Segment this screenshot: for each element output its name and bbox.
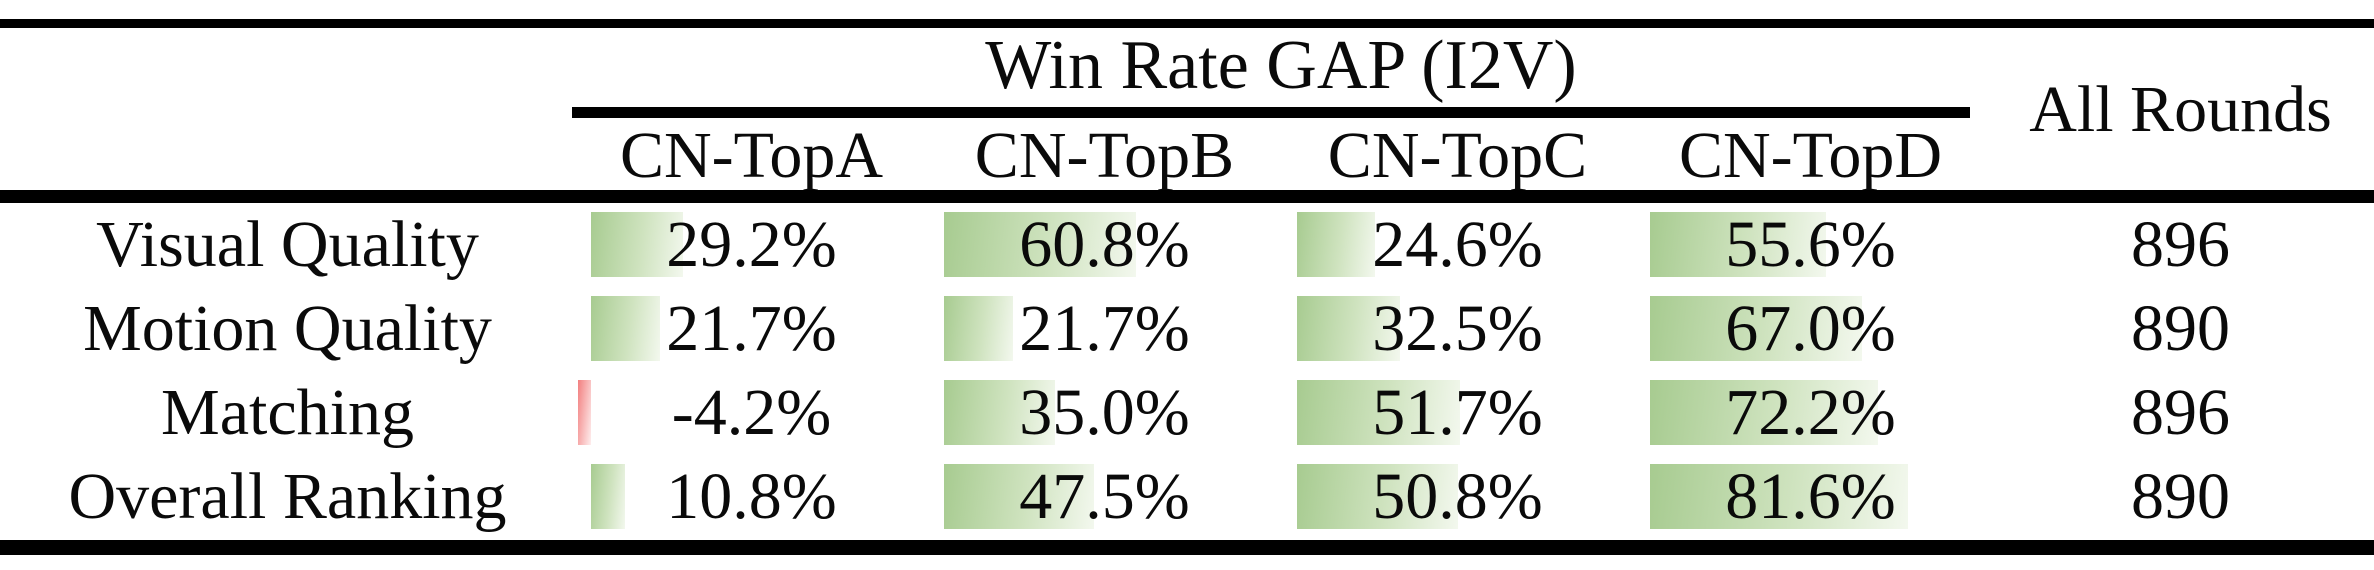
all-rounds-cell: 890	[2131, 460, 2230, 533]
group-header-win-rate-gap: Win Rate GAP (I2V)	[985, 27, 1577, 104]
row-label: Motion Quality	[83, 292, 492, 365]
data-bar	[944, 296, 1013, 361]
table-body: Visual Quality 29.2% 60.8% 24.6% 55.6% 8…	[0, 203, 2374, 539]
column-header-cn-topb: CN-TopB	[974, 119, 1235, 192]
data-cell: -4.2%	[575, 371, 928, 455]
data-bar	[944, 464, 1095, 529]
column-header-cn-topa: CN-TopA	[619, 119, 884, 192]
data-bar	[1297, 464, 1458, 529]
data-bar	[944, 380, 1055, 445]
data-cell: 32.5%	[1281, 287, 1634, 371]
data-bar	[591, 212, 684, 277]
data-cell: 29.2%	[575, 203, 928, 287]
data-bar	[1297, 296, 1400, 361]
data-bar	[591, 464, 626, 529]
data-cell: 55.6%	[1634, 203, 1987, 287]
column-header-all-rounds: All Rounds	[2029, 73, 2332, 146]
data-cell: 10.8%	[575, 455, 928, 539]
table-row-motion-quality: Motion Quality 21.7% 21.7% 32.5% 67.0% 8…	[0, 287, 2374, 371]
header-separator-rule	[0, 190, 2374, 203]
data-bar	[944, 212, 1137, 277]
table-row-visual-quality: Visual Quality 29.2% 60.8% 24.6% 55.6% 8…	[0, 203, 2374, 287]
column-headers-row: CN-TopA CN-TopB CN-TopC CN-TopD	[575, 118, 1987, 192]
data-bar	[1650, 212, 1826, 277]
data-bar-negative	[577, 380, 591, 445]
data-cell: 67.0%	[1634, 287, 1987, 371]
data-bar	[1297, 380, 1461, 445]
row-label: Overall Ranking	[68, 460, 507, 533]
data-cell: 47.5%	[928, 455, 1281, 539]
data-cell: 21.7%	[575, 287, 928, 371]
all-rounds-cell: 890	[2131, 292, 2230, 365]
data-bar	[1650, 380, 1879, 445]
table-bottom-rule	[0, 540, 2374, 555]
data-cell: 81.6%	[1634, 455, 1987, 539]
row-label: Matching	[161, 376, 414, 449]
data-bar	[1650, 464, 1908, 529]
data-cell: 24.6%	[1281, 203, 1634, 287]
column-header-cn-topd: CN-TopD	[1678, 119, 1943, 192]
data-cell: 35.0%	[928, 371, 1281, 455]
column-header-cn-topc: CN-TopC	[1327, 119, 1588, 192]
data-bar	[1650, 296, 1862, 361]
data-cell: 21.7%	[928, 287, 1281, 371]
data-cell: 60.8%	[928, 203, 1281, 287]
all-rounds-cell: 896	[2131, 208, 2230, 281]
table-top-rule	[0, 19, 2374, 28]
data-cell: 51.7%	[1281, 371, 1634, 455]
row-label: Visual Quality	[96, 208, 479, 281]
table-row-matching: Matching -4.2% 35.0% 51.7% 72.2% 896	[0, 371, 2374, 455]
data-cell: 50.8%	[1281, 455, 1634, 539]
data-bar	[1297, 212, 1375, 277]
data-bar	[591, 296, 660, 361]
table-row-overall-ranking: Overall Ranking 10.8% 47.5% 50.8% 81.6% …	[0, 455, 2374, 539]
group-header-rule	[572, 107, 1970, 118]
data-cell: 72.2%	[1634, 371, 1987, 455]
all-rounds-cell: 896	[2131, 376, 2230, 449]
